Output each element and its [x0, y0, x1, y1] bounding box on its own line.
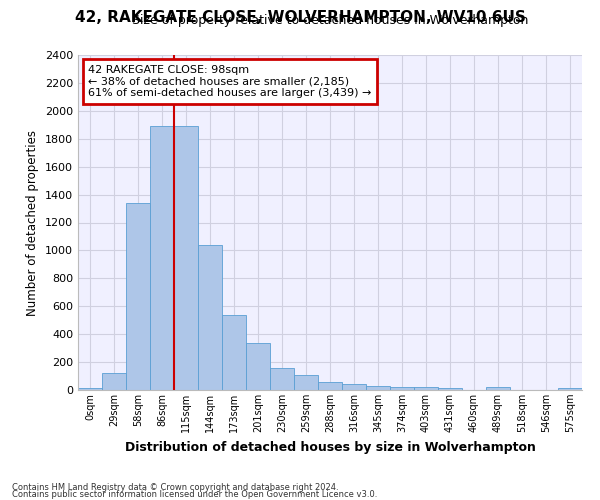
- Y-axis label: Number of detached properties: Number of detached properties: [26, 130, 40, 316]
- Bar: [342, 384, 366, 390]
- Text: 42, RAKEGATE CLOSE, WOLVERHAMPTON, WV10 6US: 42, RAKEGATE CLOSE, WOLVERHAMPTON, WV10 …: [74, 10, 526, 25]
- Bar: [294, 374, 318, 390]
- Text: 42 RAKEGATE CLOSE: 98sqm
← 38% of detached houses are smaller (2,185)
61% of sem: 42 RAKEGATE CLOSE: 98sqm ← 38% of detach…: [88, 65, 371, 98]
- Bar: [78, 388, 102, 390]
- Bar: [126, 203, 150, 390]
- Bar: [174, 126, 198, 390]
- Bar: [438, 388, 462, 390]
- Bar: [150, 126, 174, 390]
- Bar: [222, 314, 246, 390]
- Bar: [198, 245, 222, 390]
- Bar: [246, 342, 270, 390]
- Bar: [366, 386, 390, 390]
- Bar: [318, 382, 342, 390]
- Text: Contains public sector information licensed under the Open Government Licence v3: Contains public sector information licen…: [12, 490, 377, 499]
- Bar: [270, 368, 294, 390]
- X-axis label: Distribution of detached houses by size in Wolverhampton: Distribution of detached houses by size …: [125, 440, 535, 454]
- Title: Size of property relative to detached houses in Wolverhampton: Size of property relative to detached ho…: [132, 14, 528, 28]
- Bar: [558, 388, 582, 390]
- Text: Contains HM Land Registry data © Crown copyright and database right 2024.: Contains HM Land Registry data © Crown c…: [12, 484, 338, 492]
- Bar: [390, 386, 414, 390]
- Bar: [414, 387, 438, 390]
- Bar: [102, 373, 126, 390]
- Bar: [486, 387, 510, 390]
